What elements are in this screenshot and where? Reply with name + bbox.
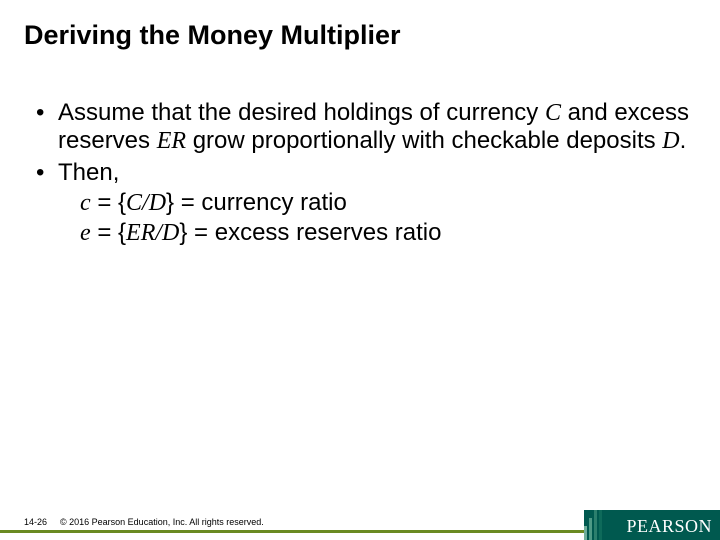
- bullet-text: Assume that the desired holdings of curr…: [58, 99, 696, 155]
- bullet-sublines: c = {C/D} = currency ratioe = {ER/D} = e…: [58, 189, 696, 247]
- bullet-list: Assume that the desired holdings of curr…: [36, 99, 696, 247]
- bullet-item: Then,c = {C/D} = currency ratioe = {ER/D…: [36, 159, 696, 247]
- bullet-subline: c = {C/D} = currency ratio: [80, 189, 696, 217]
- copyright-text: © 2016 Pearson Education, Inc. All right…: [60, 517, 264, 527]
- logo-text: PEARSON: [626, 516, 712, 537]
- footer: 14-26 © 2016 Pearson Education, Inc. All…: [0, 510, 720, 540]
- logo-bars-icon: [584, 510, 606, 540]
- logo-bar: [599, 510, 602, 540]
- slide-title: Deriving the Money Multiplier: [24, 20, 696, 51]
- bullet-text: Then,: [58, 159, 696, 187]
- logo-bar: [594, 510, 597, 540]
- slide-body: Assume that the desired holdings of curr…: [24, 99, 696, 247]
- page-number: 14-26: [24, 517, 47, 527]
- pearson-logo: PEARSON: [584, 510, 720, 540]
- logo-bar: [584, 526, 587, 540]
- bullet-item: Assume that the desired holdings of curr…: [36, 99, 696, 155]
- logo-bar: [589, 518, 592, 540]
- bullet-subline: e = {ER/D} = excess reserves ratio: [80, 219, 696, 247]
- slide: Deriving the Money Multiplier Assume tha…: [0, 0, 720, 540]
